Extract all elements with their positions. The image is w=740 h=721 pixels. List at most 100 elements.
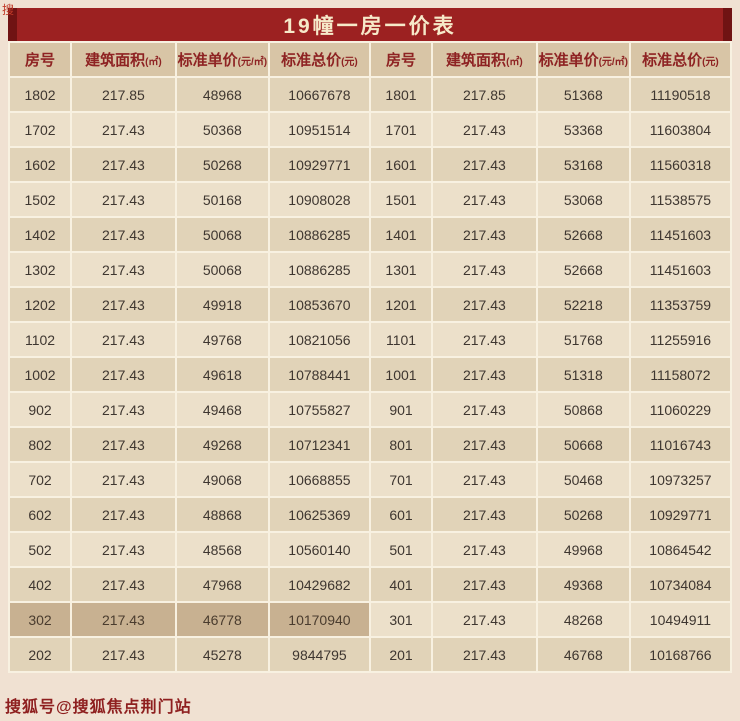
column-header: 标准单价(元/㎡) [535,41,631,78]
table-cell: 11353759 [628,286,733,323]
column-header-unit: (元/㎡) [237,57,268,68]
table-cell: 10429682 [267,566,371,603]
table-cell: 9844795 [267,636,371,673]
table-cell: 50068 [174,251,270,288]
column-header-label: 房号 [386,52,417,69]
table-cell: 217.43 [70,391,177,428]
table-cell: 1001 [368,356,434,393]
table-cell: 11255916 [628,321,733,358]
table-cell: 401 [368,566,434,603]
table-cell: 201 [368,636,434,673]
table-cell: 1601 [368,146,434,183]
table-cell: 49468 [174,391,270,428]
table-cell: 1302 [7,251,73,288]
table-cell: 53168 [535,146,631,183]
table-row: 802 217.43 49268 10712341 801 217.43 50668 1101… [7,426,733,463]
column-header: 房号 [7,41,73,78]
table-cell: 217.43 [70,111,177,148]
column-header-label: 建筑面积 [85,52,146,69]
table-cell: 48268 [535,601,631,638]
column-header: 房号 [368,41,434,78]
table-cell: 10667678 [267,76,371,113]
table-cell: 48568 [174,531,270,568]
table-cell: 302 [7,601,73,638]
table-cell: 217.43 [70,146,177,183]
table-cell: 10821056 [267,321,371,358]
bottom-watermark: 搜狐号@搜狐焦点荆门站 [5,699,192,716]
table-cell: 47968 [174,566,270,603]
table-cell: 51368 [535,76,631,113]
table-cell: 48868 [174,496,270,533]
table-cell: 301 [368,601,434,638]
table-cell: 1702 [7,111,73,148]
table-cell: 217.43 [70,321,177,358]
column-header-unit: (元) [702,57,719,68]
column-header: 标准单价(元/㎡) [174,41,270,78]
table-cell: 10951514 [267,111,371,148]
table-cell: 217.43 [431,251,538,288]
table-cell: 217.43 [431,426,538,463]
table-row: 1402 217.43 50068 10886285 1401 217.43 52668 11… [7,216,733,253]
table-cell: 11190518 [628,76,733,113]
table-cell: 901 [368,391,434,428]
table-cell: 10908028 [267,181,371,218]
table-cell: 53068 [535,181,631,218]
table-cell: 50268 [174,146,270,183]
table-cell: 51768 [535,321,631,358]
table-header: 房号 建筑面积(㎡) 标准单价(元/㎡) 标准总价(元) 房号 建筑面积(㎡) 标准单价(元… [7,41,733,78]
table-row: 1202 217.43 49918 10853670 1201 217.43 52218 11… [7,286,733,323]
table-cell: 50468 [535,461,631,498]
table-cell: 11158072 [628,356,733,393]
table-cell: 1301 [368,251,434,288]
table-row: 1802 217.85 48968 10667678 1801 217.85 51368 11… [7,76,733,113]
table-cell: 402 [7,566,73,603]
table-cell: 50268 [535,496,631,533]
table-cell: 49618 [174,356,270,393]
column-header-label: 房号 [25,52,56,69]
table-cell: 1801 [368,76,434,113]
column-header: 建筑面积(㎡) [431,41,538,78]
table-cell: 217.43 [70,566,177,603]
table-cell: 1401 [368,216,434,253]
table-row: 602 217.43 48868 10625369 601 217.43 50268 1092… [7,496,733,533]
table-cell: 217.43 [431,356,538,393]
table-cell: 10788441 [267,356,371,393]
table-cell: 1102 [7,321,73,358]
table-cell: 217.43 [431,496,538,533]
table-row: 702 217.43 49068 10668855 701 217.43 50468 1097… [7,461,733,498]
table-row: 1102 217.43 49768 10821056 1101 217.43 51768 11… [7,321,733,358]
table-cell: 10864542 [628,531,733,568]
table-cell: 217.43 [431,286,538,323]
table-cell: 49918 [174,286,270,323]
table-cell: 45278 [174,636,270,673]
table-cell: 52218 [535,286,631,323]
column-header-unit: (㎡) [145,57,162,68]
table-cell: 217.43 [431,566,538,603]
table-cell: 10973257 [628,461,733,498]
table-cell: 1602 [7,146,73,183]
table-cell: 10853670 [267,286,371,323]
table-cell: 51318 [535,356,631,393]
table-cell: 501 [368,531,434,568]
column-header-label: 标准总价 [281,52,342,69]
table-cell: 217.43 [70,356,177,393]
column-header-unit: (元/㎡) [598,57,629,68]
table-row: 1302 217.43 50068 10886285 1301 217.43 52668 11… [7,251,733,288]
table-cell: 602 [7,496,73,533]
table-row: 1602 217.43 50268 10929771 1601 217.43 53168 11… [7,146,733,183]
table-cell: 217.43 [431,531,538,568]
table-body: 1802 217.85 48968 10667678 1801 217.85 51368 11… [7,76,733,673]
table-cell: 217.43 [431,391,538,428]
table-cell: 217.43 [431,146,538,183]
table-cell: 11560318 [628,146,733,183]
page-title: 19幢一房一价表 [283,14,457,38]
table-cell: 10560140 [267,531,371,568]
table-cell: 217.43 [70,531,177,568]
table-cell: 217.43 [70,496,177,533]
table-cell: 49268 [174,426,270,463]
table-row: 1502 217.43 50168 10908028 1501 217.43 53068 11… [7,181,733,218]
column-header: 建筑面积(㎡) [70,41,177,78]
table-cell: 11060229 [628,391,733,428]
table-cell: 50368 [174,111,270,148]
table-cell: 702 [7,461,73,498]
